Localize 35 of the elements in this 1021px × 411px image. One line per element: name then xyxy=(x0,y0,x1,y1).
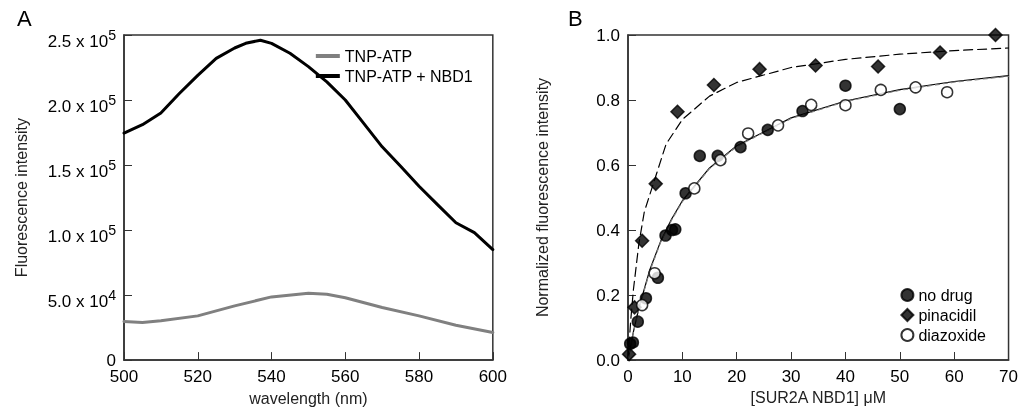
y-tick-label: 5.0 x 10$^{4}$ xyxy=(47,287,116,311)
x-tick-label: 560 xyxy=(331,367,360,387)
chart-title: B xyxy=(568,5,583,31)
y-tick-label: 1.0 xyxy=(596,25,620,45)
y-axis-title: Normalized fluorescence intensity xyxy=(533,77,551,318)
x-tick-label: 60 xyxy=(944,367,964,386)
legend-label: pinacidil xyxy=(918,306,977,324)
x-tick-label: 40 xyxy=(835,367,855,386)
x-tick-label: 50 xyxy=(890,367,910,386)
y-tick-label: 0.4 xyxy=(596,220,620,240)
y-tick-label: 0.0 xyxy=(596,350,620,370)
y-tick-label: 1.0 x 10$^{5}$ xyxy=(47,222,116,246)
x-tick-label: 520 xyxy=(183,367,212,387)
legend-label: diazoxide xyxy=(918,326,987,344)
y-axis-title: Fluorescence intensity xyxy=(12,117,30,278)
x-tick-label: 70 xyxy=(999,367,1019,386)
y-tick-label: 2.5 x 10$^{5}$ xyxy=(47,27,116,51)
x-tick-label: 540 xyxy=(257,367,286,387)
chart-title: A xyxy=(17,5,32,31)
x-tick-label: 600 xyxy=(478,367,508,387)
y-tick-label: 0.2 xyxy=(596,285,620,305)
x-tick-label: 10 xyxy=(672,367,692,386)
y-tick-label: 0.8 xyxy=(596,90,620,110)
legend-label: no drug xyxy=(918,286,973,304)
legend-label: TNP-ATP + NBD1 xyxy=(344,67,473,85)
y-tick-label: 1.5 x 10$^{5}$ xyxy=(47,157,116,181)
y-tick-label: 2.0 x 10$^{5}$ xyxy=(47,92,116,116)
x-tick-label: 0 xyxy=(623,367,633,386)
x-axis-title: [SUR2A NBD1] μM xyxy=(750,389,887,407)
x-tick-label: 20 xyxy=(727,367,747,386)
x-tick-label: 580 xyxy=(404,367,434,387)
x-axis-title: wavelength (nm) xyxy=(248,389,368,407)
x-tick-label: 30 xyxy=(781,367,801,386)
legend-label: TNP-ATP xyxy=(344,47,413,65)
y-tick-label: 0.6 xyxy=(596,155,620,175)
